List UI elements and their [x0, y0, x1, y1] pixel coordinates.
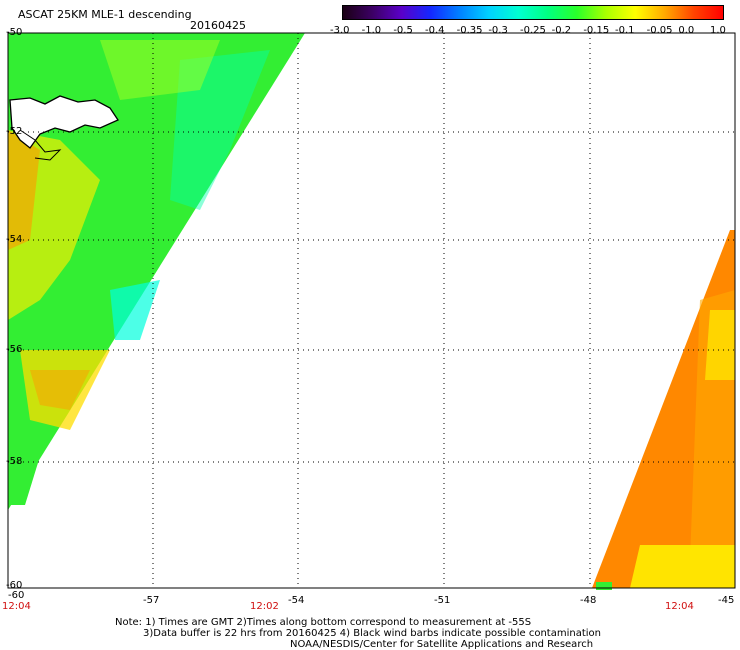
- colorbar-tick-label: -0.25: [520, 25, 546, 36]
- falkland-islands: [9, 95, 119, 161]
- time-label: 12:04: [2, 601, 31, 612]
- lat-label: -52: [6, 126, 23, 137]
- lon-label: -57: [143, 595, 160, 606]
- colorbar-tick-label: -1.0: [361, 25, 382, 36]
- colorbar-tick-label: 1.0: [710, 25, 726, 36]
- colorbar-tick-label: -0.4: [425, 25, 445, 36]
- left-swath-cyan-edge: [110, 280, 160, 340]
- product-title: ASCAT 25KM MLE-1 descending: [18, 8, 192, 21]
- left-swath-lightgreen-north: [100, 40, 220, 100]
- colorbar-labels: -3.0 -1.0 -0.5 -0.4 -0.35 -0.3 -0.25 -0.2 -0.15-…: [330, 25, 730, 37]
- product-date: 20160425: [190, 19, 246, 32]
- colorbar-tick-label: -0.5: [393, 25, 413, 36]
- colorbar-tick-label: -0.15: [583, 25, 610, 36]
- colorbar-tick-label: -0.1: [615, 25, 635, 36]
- lat-label: -54: [6, 234, 23, 245]
- time-label: 12:02: [250, 601, 279, 612]
- right-swath-yellow-east: [705, 310, 735, 380]
- right-swath: [592, 230, 735, 590]
- left-swath-orange-west: [8, 130, 40, 250]
- lat-label: -56: [6, 344, 23, 355]
- note-line-2: 3)Data buffer is 22 hrs from 20160425 4)…: [143, 628, 601, 639]
- colorbar-tick-label: 0.0: [678, 25, 695, 36]
- colorbar-tick-label: -0.3: [488, 25, 508, 36]
- time-label: 12:04: [665, 601, 694, 612]
- colorbar: [342, 5, 724, 20]
- plot-frame: [7, 32, 736, 589]
- left-swath-green-tip: [8, 440, 45, 505]
- right-swath-yellow-south: [630, 545, 735, 588]
- colorbar-tick-label: -3.0: [330, 25, 350, 36]
- lat-label: -60: [6, 580, 23, 591]
- lon-label: -51: [434, 595, 451, 606]
- falkland-coastline: [9, 95, 119, 149]
- left-swath: [8, 33, 305, 510]
- colorbar-tick-label: -0.05: [646, 25, 673, 36]
- colorbar-tick-label: -0.35: [456, 25, 483, 36]
- falkland-south-coast: [19, 129, 62, 161]
- right-swath-green-corner: [596, 582, 612, 590]
- left-swath-orange-south: [30, 370, 90, 410]
- colorbar-tick-label: -0.2: [551, 25, 572, 36]
- lat-label: -50: [6, 27, 23, 38]
- lon-label: -54: [288, 595, 305, 606]
- note-line-1: Note: 1) Times are GMT 2)Times along bot…: [115, 617, 532, 628]
- lon-label: -48: [580, 595, 597, 606]
- graticule: [8, 33, 735, 588]
- note-line-3: NOAA/NESDIS/Center for Satellite Applica…: [290, 639, 594, 650]
- lon-label: -45: [718, 595, 735, 606]
- lat-label: -58: [6, 456, 23, 467]
- lon-label: -60: [8, 590, 25, 601]
